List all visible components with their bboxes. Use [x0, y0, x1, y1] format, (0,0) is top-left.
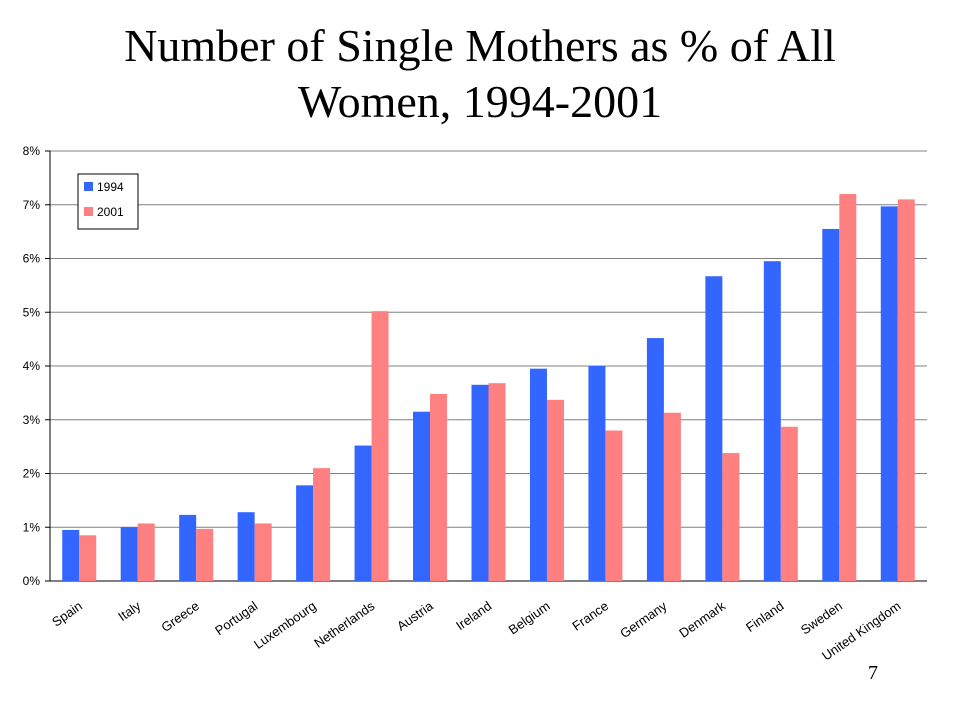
bar-1994-germany [646, 338, 664, 581]
x-category-label: Luxembourg [251, 598, 319, 652]
x-category-label: Sweden [798, 598, 845, 637]
x-category-label: France [569, 598, 611, 633]
bar-1994-austria [413, 411, 431, 581]
x-category-label: Denmark [676, 598, 728, 641]
y-tick-label: 1% [23, 520, 41, 534]
bar-2001-portugal [254, 523, 272, 581]
y-tick-label: 6% [23, 252, 41, 266]
x-category-label: Belgium [506, 598, 553, 637]
bar-2001-luxembourg [313, 468, 331, 581]
legend-swatch-2001 [84, 207, 93, 216]
bar-2001-netherlands [371, 311, 389, 581]
chart-title-line-2: Women, 1994-2001 [297, 76, 663, 127]
y-tick-label: 5% [23, 305, 41, 319]
bar-2001-spain [79, 535, 97, 581]
bar-1994-denmark [705, 276, 723, 581]
bar-1994-france [588, 366, 606, 581]
x-category-label: Ireland [453, 598, 494, 633]
x-category-label: Austria [394, 598, 436, 634]
x-category-label: Greece [158, 598, 202, 635]
bar-2001-germany [663, 412, 681, 581]
y-tick-label: 7% [23, 198, 41, 212]
y-tick-label: 0% [23, 574, 41, 588]
bar-2001-italy [137, 523, 155, 581]
bar-1994-italy [120, 527, 138, 581]
y-tick-label: 3% [23, 413, 41, 427]
bar-2001-sweden [839, 194, 857, 581]
bar-2001-belgium [546, 399, 564, 581]
bar-1994-netherlands [354, 445, 372, 581]
legend-label-2001: 2001 [97, 205, 124, 219]
bar-2001-ireland [488, 383, 506, 581]
bar-2001-denmark [722, 453, 740, 581]
x-category-label: Italy [115, 598, 144, 624]
page-number: 7 [868, 662, 878, 684]
y-tick-label: 8% [23, 144, 41, 158]
bar-1994-spain [62, 529, 80, 581]
x-category-label: Spain [49, 598, 85, 629]
bar-2001-finland [780, 426, 798, 581]
bars [62, 194, 915, 582]
y-tick-label: 4% [23, 359, 41, 373]
bar-1994-finland [763, 261, 781, 581]
bar-2001-france [605, 430, 623, 581]
legend: 1994 2001 [77, 173, 139, 230]
chart-title-line-1: Number of Single Mothers as % of All [124, 20, 836, 71]
bar-2001-united-kingdom [897, 199, 915, 581]
bar-1994-luxembourg [296, 485, 314, 581]
x-category-label: Finland [743, 598, 787, 635]
bar-1994-united-kingdom [880, 206, 898, 582]
x-category-label: Portugal [212, 598, 260, 638]
bar-1994-sweden [822, 228, 840, 581]
bar-1994-ireland [471, 384, 489, 581]
legend-swatch-1994 [84, 182, 93, 191]
bar-1994-belgium [529, 368, 547, 581]
legend-box [77, 173, 139, 230]
bar-2001-greece [196, 528, 214, 581]
y-tick-label: 2% [23, 467, 41, 481]
bar-1994-portugal [237, 512, 255, 581]
legend-label-1994: 1994 [97, 180, 124, 194]
bar-2001-austria [430, 393, 448, 581]
bar-1994-greece [179, 514, 197, 581]
x-category-label: Germany [617, 598, 670, 641]
x-category-label: Netherlands [311, 598, 377, 651]
x-axis-labels: Spain Italy Greece PortugalLuxembourgNether… [49, 598, 903, 664]
chart-title: Number of Single Mothers as % of All Wom… [0, 18, 960, 130]
